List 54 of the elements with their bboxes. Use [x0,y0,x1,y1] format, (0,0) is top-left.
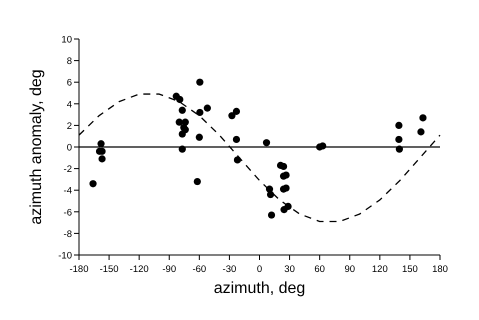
point [196,78,204,86]
y-tick-label: 0 [66,142,72,154]
y-tick-label: -10 [58,250,72,262]
point [262,139,270,146]
point [232,136,240,144]
x-tick-label: -60 [192,264,206,275]
y-tick-label: 2 [66,120,72,132]
x-tick-label: 30 [284,264,295,275]
x-tick-label: 0 [256,264,262,275]
point [319,142,326,150]
x-tick-label: 60 [314,264,325,275]
point [266,190,274,198]
point [395,136,402,144]
y-tick-label: 10 [61,34,72,46]
y-tick-label: -6 [64,207,72,218]
point [194,178,201,186]
x-tick-label: -90 [162,264,176,275]
point [395,122,402,129]
point [196,108,204,116]
point [204,104,211,112]
point [228,112,236,120]
y-tick-label: -4 [64,186,72,197]
x-tick-label: 150 [402,264,418,275]
y-tick-label: 8 [66,56,72,68]
point [268,211,276,219]
x-tick-label: 180 [432,264,448,275]
x-tick-label: -30 [222,264,236,275]
point [196,134,203,141]
x-axis-title: azimuth, deg [214,280,306,297]
point [176,96,184,104]
y-axis-title: azimuth anomaly, deg [28,69,45,225]
point [97,140,105,148]
point [178,146,186,153]
point [178,130,186,138]
point [280,162,288,170]
point [178,106,186,114]
y-tick-label: 6 [66,78,72,89]
point [417,128,425,136]
y-tick-label: 4 [66,99,72,110]
point [98,155,106,162]
point [282,184,290,192]
y-tick-label: -2 [64,164,72,176]
point [89,180,97,188]
x-tick-label: -120 [130,264,149,275]
point [419,114,427,122]
point [176,118,183,126]
point [232,108,240,115]
x-tick-label: 90 [344,264,356,275]
x-tick-label: -180 [69,264,89,275]
y-tick-label: -8 [64,228,72,240]
x-tick-label: -150 [100,264,119,275]
point [396,146,403,153]
point [282,171,290,179]
x-tick-label: 120 [372,264,388,275]
